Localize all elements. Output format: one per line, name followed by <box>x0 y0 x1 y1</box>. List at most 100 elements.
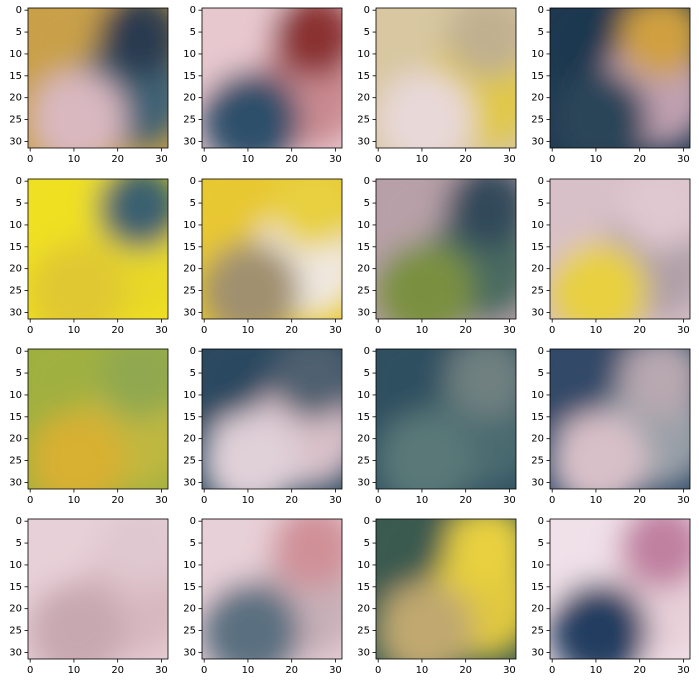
y-tick-label: 5 <box>190 368 196 379</box>
y-tick-label: 25 <box>531 115 544 126</box>
y-tick-label: 0 <box>538 5 544 16</box>
axes-frame <box>201 178 343 320</box>
y-tick-label: 20 <box>531 93 544 104</box>
x-tick-label: 30 <box>503 325 516 336</box>
y-tick-label: 15 <box>9 412 22 423</box>
image <box>376 349 516 489</box>
x-tick-label: 0 <box>201 495 207 506</box>
y-tick-label: 20 <box>183 434 196 445</box>
y-tick-label: 5 <box>364 27 370 38</box>
y-tick-label: 30 <box>183 136 196 147</box>
x-tick-label: 30 <box>155 665 168 676</box>
image <box>202 519 342 659</box>
y-tick-label: 20 <box>183 93 196 104</box>
x-tick-label: 30 <box>677 495 690 506</box>
x-tick-label: 10 <box>68 325 81 336</box>
x-tick-label: 10 <box>590 325 603 336</box>
y-tick-label: 5 <box>538 368 544 379</box>
x-tick-label: 10 <box>242 154 255 165</box>
axes-frame <box>201 348 343 490</box>
image-blob <box>376 412 474 489</box>
y-tick-label: 0 <box>16 176 22 187</box>
subplot: 0 10 20 30 0 5 10 15 20 25 30 <box>357 346 517 506</box>
y-tick-label: 0 <box>364 516 370 527</box>
image-blob <box>272 8 342 78</box>
y-tick-label: 20 <box>357 434 370 445</box>
x-tick-label: 10 <box>242 325 255 336</box>
x-tick-label: 30 <box>677 154 690 165</box>
axes-frame <box>375 7 517 149</box>
image-blob <box>202 412 300 489</box>
image <box>550 519 690 659</box>
y-tick-label: 30 <box>183 477 196 488</box>
y-tick-label: 0 <box>16 5 22 16</box>
y-tick-label: 0 <box>16 516 22 527</box>
x-tick-label: 0 <box>201 665 207 676</box>
image <box>376 179 516 319</box>
image <box>28 349 168 489</box>
y-tick-label: 30 <box>531 647 544 658</box>
y-tick-label: 15 <box>531 412 544 423</box>
y-tick-label: 5 <box>16 368 22 379</box>
y-tick-label: 15 <box>183 242 196 253</box>
x-tick-label: 0 <box>27 495 33 506</box>
y-tick-label: 25 <box>9 626 22 637</box>
y-tick-label: 0 <box>190 176 196 187</box>
y-tick-label: 10 <box>357 220 370 231</box>
y-tick-label: 20 <box>531 604 544 615</box>
image-blob <box>376 242 474 319</box>
subplot: 0 10 20 30 0 5 10 15 20 25 30 <box>183 176 343 336</box>
y-tick-label: 10 <box>531 220 544 231</box>
subplot: 0 10 20 30 0 5 10 15 20 25 30 <box>9 176 169 336</box>
x-tick-label: 0 <box>375 325 381 336</box>
image-blob <box>272 179 342 249</box>
y-tick-label: 10 <box>357 390 370 401</box>
y-tick-label: 20 <box>357 264 370 275</box>
y-tick-label: 0 <box>364 5 370 16</box>
y-tick-label: 10 <box>9 220 22 231</box>
image <box>550 179 690 319</box>
x-tick-label: 10 <box>590 495 603 506</box>
y-tick-label: 15 <box>357 582 370 593</box>
y-tick-label: 5 <box>16 198 22 209</box>
x-tick-label: 30 <box>503 154 516 165</box>
y-tick-label: 30 <box>357 307 370 318</box>
x-tick-label: 20 <box>633 154 646 165</box>
y-tick-label: 25 <box>183 115 196 126</box>
image-blob <box>98 519 168 589</box>
y-tick-label: 5 <box>190 27 196 38</box>
y-tick-label: 15 <box>357 71 370 82</box>
image-blob <box>272 349 342 419</box>
image <box>28 179 168 319</box>
image-blob <box>376 582 474 659</box>
y-tick-label: 25 <box>357 115 370 126</box>
subplot: 0 10 20 30 0 5 10 15 20 25 30 <box>531 176 691 336</box>
subplot: 0 10 20 30 0 5 10 15 20 25 30 <box>357 176 517 336</box>
x-tick-label: 30 <box>503 495 516 506</box>
y-tick-label: 25 <box>357 626 370 637</box>
y-tick-label: 30 <box>9 647 22 658</box>
y-tick-label: 0 <box>190 516 196 527</box>
y-tick-label: 30 <box>357 477 370 488</box>
axes-frame <box>27 518 169 660</box>
x-tick-label: 30 <box>155 495 168 506</box>
y-tick-label: 30 <box>357 647 370 658</box>
y-tick-label: 15 <box>357 242 370 253</box>
x-tick-label: 20 <box>285 495 298 506</box>
y-tick-label: 20 <box>9 264 22 275</box>
image <box>28 8 168 148</box>
image <box>550 349 690 489</box>
y-tick-label: 25 <box>183 626 196 637</box>
axes-frame <box>375 518 517 660</box>
y-tick-label: 10 <box>531 560 544 571</box>
x-tick-label: 0 <box>201 325 207 336</box>
image-blob <box>446 179 516 249</box>
y-tick-label: 5 <box>364 368 370 379</box>
image-blob <box>550 71 648 148</box>
x-tick-label: 10 <box>242 665 255 676</box>
x-tick-label: 0 <box>375 495 381 506</box>
subplot: 0 10 20 30 0 5 10 15 20 25 30 <box>183 5 343 165</box>
x-tick-label: 30 <box>677 665 690 676</box>
x-tick-label: 10 <box>68 665 81 676</box>
x-tick-label: 20 <box>111 495 124 506</box>
